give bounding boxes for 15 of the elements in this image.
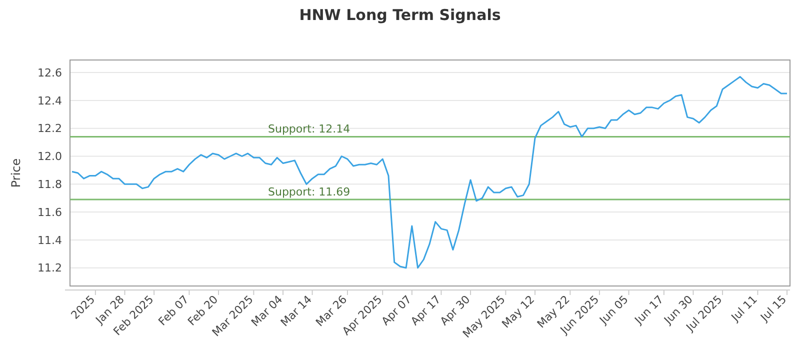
y-tick-label: 11.8 (38, 178, 62, 192)
line-series (71, 76, 788, 269)
ref-line-label: Support: 11.69 (268, 186, 350, 199)
y-tick-label: 11.2 (38, 262, 62, 275)
y-tick-label: 11.4 (38, 234, 62, 247)
x-tick-label: Jul 11 (728, 292, 760, 325)
x-tick-label: Jul 15 (757, 292, 790, 325)
y-tick-label: 12.2 (38, 122, 62, 136)
y-tick-label: 12.4 (38, 94, 62, 108)
y-tick-label: 12.6 (38, 66, 62, 80)
y-tick-label: 12.0 (38, 150, 62, 164)
y-axis-title: Price (9, 158, 23, 188)
chart-title: HNW Long Term Signals (299, 6, 501, 24)
y-tick-label: 11.6 (38, 206, 62, 219)
ref-line-label: Support: 12.14 (268, 122, 350, 136)
